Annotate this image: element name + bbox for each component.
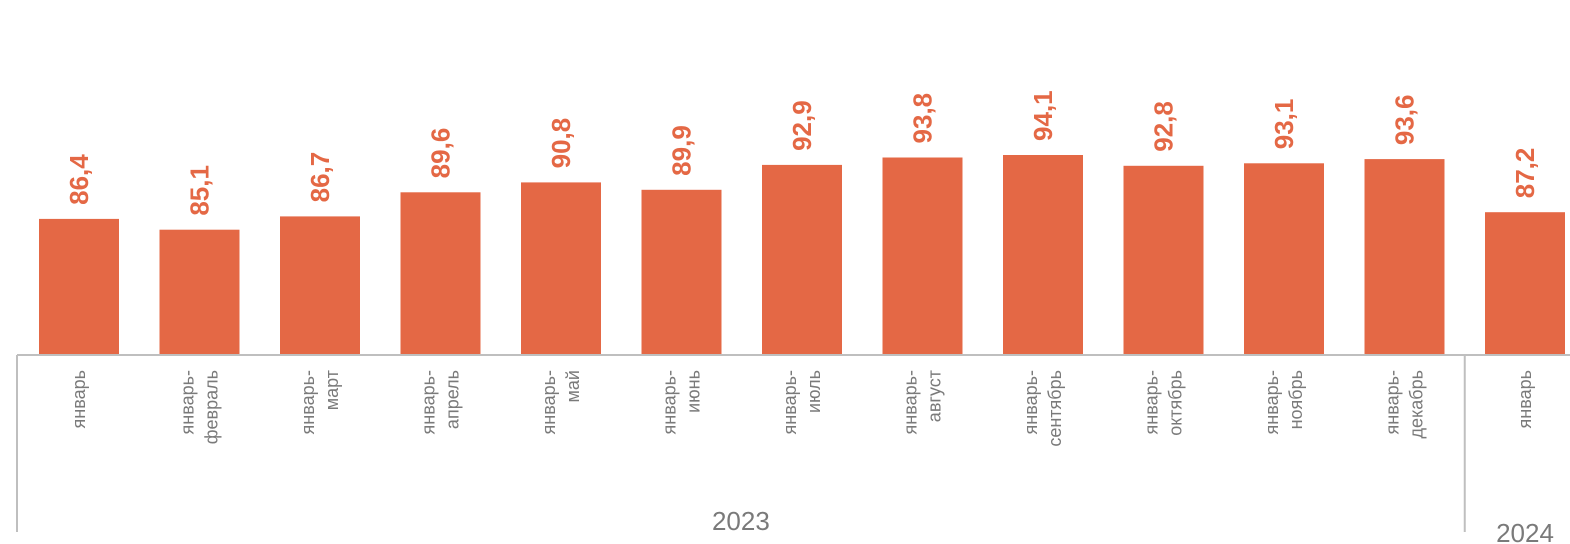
category-tick-label: январь- [660,370,680,434]
category-tick-label: январь- [1021,370,1041,434]
category-tick-label: январь- [1383,370,1403,434]
axes-group [16,354,1570,532]
bar [280,216,360,355]
category-tick-label: январь- [1142,370,1162,434]
category-tick-label: январь- [901,370,921,434]
category-tick-label: январь- [178,370,198,434]
category-tick-label: апрель [443,370,463,429]
data-label: 93,8 [908,93,938,144]
category-tick-label: ноябрь [1286,370,1306,429]
data-label: 93,6 [1390,95,1420,146]
bar [1003,155,1083,355]
category-tick-label: октябрь [1166,370,1186,436]
data-label: 85,1 [185,165,215,216]
bar [1485,212,1565,355]
year-groups: 2023 2024 [712,506,1554,544]
category-tick-label: февраль [202,370,222,444]
year-label: 2023 [712,506,770,536]
data-label: 92,9 [787,100,817,151]
category-tick-label: январь- [539,370,559,434]
bar [400,192,481,355]
data-label: 86,4 [64,154,94,205]
data-label: 89,6 [426,128,456,179]
category-tick-label: январь- [419,370,439,434]
bar [641,189,722,355]
bar [882,157,963,355]
category-tick-label: март [322,370,342,410]
category-tick-label: июнь [684,370,704,413]
year-label: 2024 [1496,518,1554,544]
data-label: 94,1 [1028,90,1058,141]
category-labels-group: январь январь-февраль январь-март январь-ап… [69,370,1535,447]
category-tick-label: сентябрь [1045,370,1065,447]
category-tick-label: январь- [1262,370,1282,434]
value-labels-group: 86,4 85,1 86,7 89,6 90,8 89,9 92,9 93,8 94,1 92,8… [64,90,1540,215]
data-label: 90,8 [546,118,576,169]
data-label: 93,1 [1269,99,1299,150]
bar [1364,159,1445,355]
category-tick-label: январь- [298,370,318,434]
category-tick-label: декабрь [1407,370,1427,439]
bar [521,182,601,355]
bar [39,218,119,355]
data-label: 87,2 [1510,148,1540,199]
category-tick-label: май [563,370,583,402]
data-label: 89,9 [667,125,697,176]
category-tick-label: август [925,370,945,422]
bar [762,164,842,355]
category-tick-label: январь [69,370,89,428]
bars-group [39,155,1565,355]
bar [159,229,240,355]
category-tick-label: январь [1515,370,1535,428]
category-tick-label: январь- [780,370,800,434]
category-tick-label: июль [804,370,824,413]
data-label: 86,7 [305,152,335,203]
bar [1244,163,1324,355]
data-label: 92,8 [1149,101,1179,152]
bar [1123,165,1204,355]
